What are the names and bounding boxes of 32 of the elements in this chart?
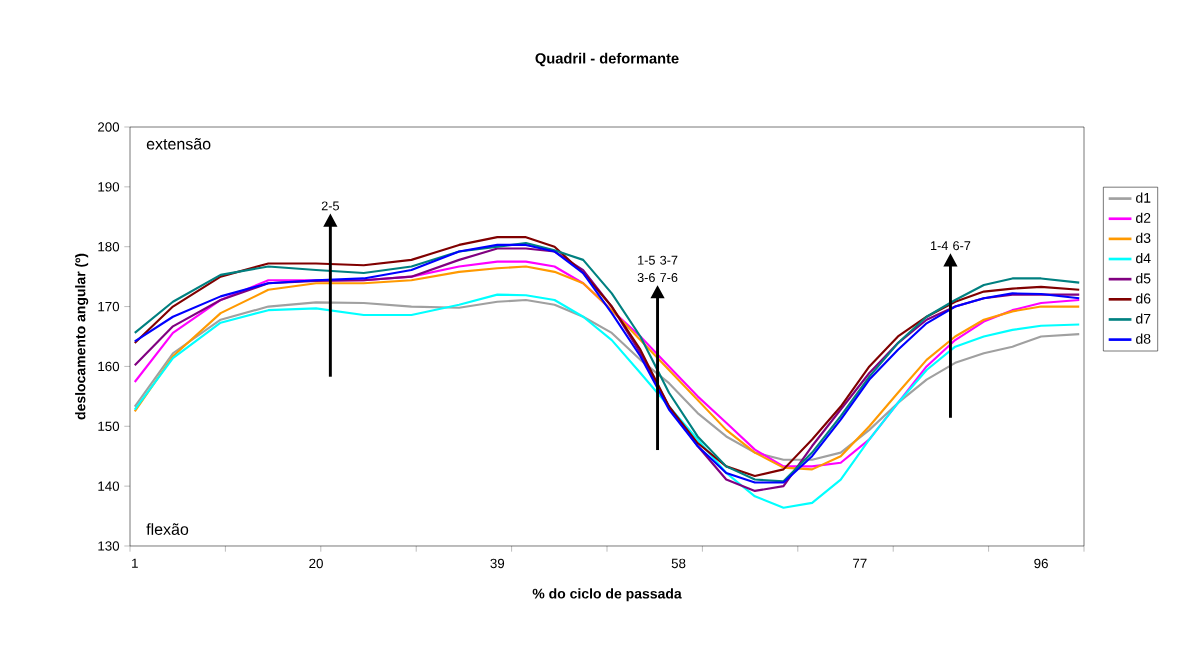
x-tick-label: 1 bbox=[132, 558, 138, 568]
annotation: extensão bbox=[146, 137, 211, 150]
legend-label: d2 bbox=[1136, 212, 1151, 223]
y-tick-label: 180 bbox=[98, 242, 120, 252]
annotation: 1-4 6-7 bbox=[930, 241, 971, 251]
x-tick-label: 96 bbox=[1034, 558, 1048, 569]
y-tick-label: 190 bbox=[98, 182, 120, 192]
legend-label: d3 bbox=[1136, 232, 1151, 244]
legend-label: d8 bbox=[1136, 333, 1151, 344]
annotation: 2-5 bbox=[321, 201, 339, 211]
annotation: 1-5 3-7 3-6 7-6 bbox=[637, 255, 678, 283]
x-tick-label: 39 bbox=[490, 558, 505, 569]
y-tick-label: 200 bbox=[98, 122, 120, 132]
annotation: flexão bbox=[146, 523, 189, 535]
y-axis-title: deslocamento angular (º) bbox=[75, 253, 89, 420]
legend-label: d4 bbox=[1136, 252, 1151, 264]
legend-label: d1 bbox=[1136, 192, 1151, 203]
x-tick-label: 20 bbox=[309, 558, 323, 569]
legend-label: d6 bbox=[1136, 293, 1151, 304]
y-tick-label: 150 bbox=[98, 421, 120, 431]
y-tick-label: 140 bbox=[98, 481, 120, 491]
x-axis-title: % do ciclo de passada bbox=[532, 588, 682, 602]
legend-label: d7 bbox=[1136, 313, 1151, 324]
y-tick-label: 170 bbox=[98, 301, 120, 312]
chart-title: Quadril - deformante bbox=[535, 52, 679, 67]
y-tick-label: 130 bbox=[98, 541, 120, 551]
y-tick-label: 160 bbox=[98, 361, 120, 372]
x-tick-label: 77 bbox=[853, 558, 867, 568]
line-series bbox=[133, 293, 1081, 509]
x-tick-label: 58 bbox=[671, 558, 686, 569]
legend-label: d5 bbox=[1136, 273, 1151, 284]
line-series bbox=[133, 298, 1081, 461]
